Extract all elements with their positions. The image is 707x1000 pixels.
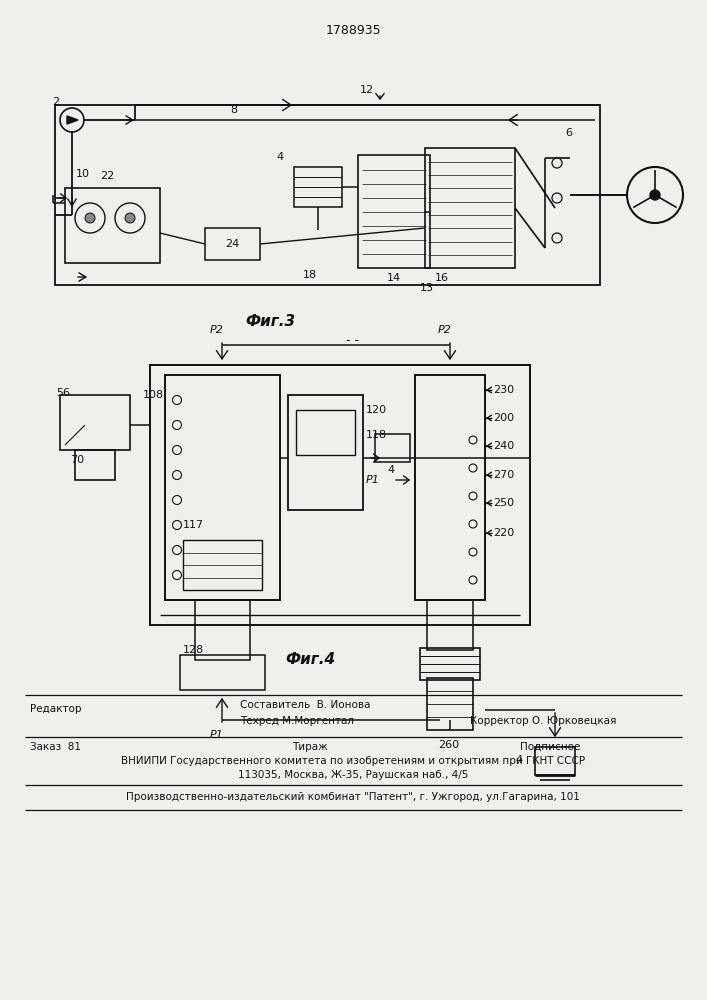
Text: 4: 4 [387, 465, 395, 475]
Text: Составитель  В. Ионова: Составитель В. Ионова [240, 700, 370, 710]
Text: Редактор: Редактор [30, 704, 81, 714]
Text: P1: P1 [366, 475, 380, 485]
Text: 108: 108 [143, 390, 164, 400]
Bar [60, 395, 130, 450]
Text: 270: 270 [493, 470, 514, 480]
Bar [427, 678, 473, 730]
Bar [150, 365, 530, 625]
Text: 118: 118 [366, 430, 387, 440]
Bar [375, 434, 410, 462]
Bar [425, 148, 515, 268]
Bar [288, 395, 363, 510]
Bar [55, 105, 600, 285]
Circle shape [650, 190, 660, 200]
Text: 120: 120 [366, 405, 387, 415]
Text: 8: 8 [230, 105, 237, 115]
Text: Подписное: Подписное [520, 742, 580, 752]
Text: 260: 260 [438, 740, 459, 750]
Text: Корректор О. Юрковецкая: Корректор О. Юрковецкая [470, 716, 617, 726]
Text: Техред М.Моргентал: Техред М.Моргентал [240, 716, 354, 726]
Text: 18: 18 [303, 270, 317, 280]
Text: - -: - - [346, 334, 359, 347]
Text: 70: 70 [70, 455, 84, 465]
Polygon shape [67, 116, 78, 124]
Text: Фиг.3: Фиг.3 [245, 314, 295, 330]
Text: 22: 22 [100, 171, 114, 181]
Bar [183, 540, 262, 590]
Bar [165, 375, 280, 600]
Circle shape [125, 213, 135, 223]
Circle shape [85, 213, 95, 223]
Text: 24: 24 [225, 239, 239, 249]
Text: 128: 128 [183, 645, 204, 655]
Text: 117: 117 [183, 520, 204, 530]
Text: 14: 14 [387, 273, 401, 283]
Text: 10: 10 [76, 169, 90, 179]
Bar [294, 167, 342, 207]
Text: 250: 250 [493, 498, 514, 508]
Bar [420, 648, 480, 680]
Bar [358, 155, 430, 268]
Text: Тираж: Тираж [292, 742, 328, 752]
Bar [180, 655, 265, 690]
Text: 2: 2 [52, 97, 59, 107]
Bar [427, 600, 473, 650]
Text: P1: P1 [210, 730, 224, 740]
Text: 12: 12 [360, 85, 374, 95]
Bar [296, 410, 355, 455]
Text: 240: 240 [493, 441, 514, 451]
Text: 200: 200 [493, 413, 514, 423]
Text: 4: 4 [276, 152, 283, 162]
Bar [415, 375, 485, 600]
Text: 230: 230 [493, 385, 514, 395]
Text: P2: P2 [210, 325, 224, 335]
Text: ВНИИПИ Государственного комитета по изобретениям и открытиям при ГКНТ СССР: ВНИИПИ Государственного комитета по изоб… [121, 756, 585, 766]
Text: Фиг.4: Фиг.4 [285, 652, 335, 668]
Bar [535, 747, 575, 775]
Bar [195, 600, 250, 660]
Text: 6: 6 [565, 128, 572, 138]
Bar [205, 228, 260, 260]
Text: 4: 4 [515, 755, 522, 765]
Text: 16: 16 [435, 273, 449, 283]
Text: 56: 56 [56, 388, 70, 398]
Bar [65, 188, 160, 263]
Bar [75, 450, 115, 480]
Text: 1788935: 1788935 [325, 23, 381, 36]
Text: Заказ  81: Заказ 81 [30, 742, 81, 752]
Text: P2: P2 [438, 325, 452, 335]
Text: 13: 13 [420, 283, 434, 293]
Text: 220: 220 [493, 528, 514, 538]
Text: 113035, Москва, Ж-35, Раушская наб., 4/5: 113035, Москва, Ж-35, Раушская наб., 4/5 [238, 770, 468, 780]
Text: Производственно-издательский комбинат "Патент", г. Ужгород, ул.Гагарина, 101: Производственно-издательский комбинат "П… [126, 792, 580, 802]
